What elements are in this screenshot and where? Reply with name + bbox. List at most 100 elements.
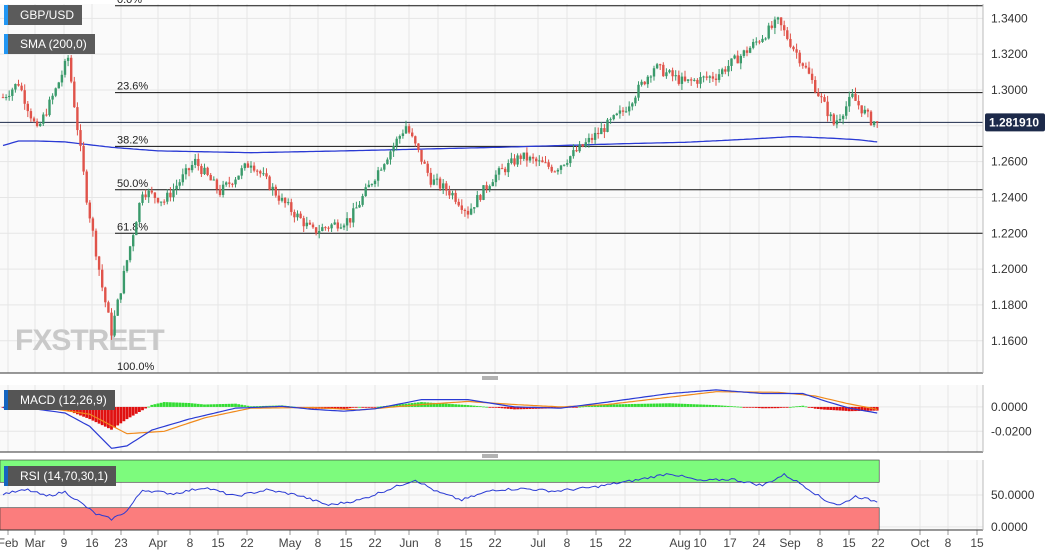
candle-bearish: [860, 105, 863, 114]
candle-bullish: [14, 83, 17, 90]
candle-bullish: [584, 142, 587, 147]
macd-histogram-bar-negative: [751, 406, 755, 408]
macd-histogram-bar-negative: [500, 406, 504, 409]
current-price-value: 1.281910: [989, 115, 1039, 129]
candle-bearish: [88, 202, 91, 219]
candle-bearish: [20, 85, 23, 91]
macd-histogram-bar-positive: [593, 405, 597, 407]
candle-bearish: [513, 158, 516, 165]
macd-histogram-bar-positive: [444, 403, 448, 407]
candle-bearish: [854, 93, 857, 101]
candle-bearish: [35, 121, 39, 126]
candle-bullish: [451, 192, 454, 196]
candle-bullish: [135, 222, 138, 236]
macd-histogram-bar-negative: [863, 406, 867, 411]
x-tick-label: 24: [752, 536, 766, 550]
macd-histogram-bar-positive: [584, 406, 588, 407]
candle-bearish: [736, 55, 739, 64]
macd-histogram-bar-positive: [243, 405, 247, 407]
macd-histogram-bar-positive: [206, 404, 209, 407]
x-tick-label: 15: [459, 536, 473, 550]
candle-bullish: [652, 68, 656, 77]
macd-histogram-bar-negative: [844, 406, 848, 411]
macd-histogram-bar-negative: [497, 406, 501, 408]
candle-bearish: [544, 162, 547, 164]
candle-bearish: [621, 110, 625, 112]
candle-bearish: [876, 121, 879, 123]
candle-bearish: [814, 80, 817, 93]
candle-bearish: [265, 173, 268, 177]
macd-histogram-bar-positive: [578, 406, 581, 408]
x-tick-label: 23: [114, 536, 128, 550]
candle-bearish: [869, 111, 873, 126]
macd-histogram-bar-positive: [733, 406, 736, 408]
macd-histogram-bar-positive: [649, 403, 653, 407]
candle-bullish: [693, 79, 696, 81]
macd-histogram-bar-negative: [506, 406, 510, 409]
macd-histogram-bar-negative: [82, 406, 85, 417]
x-tick-label: May: [279, 536, 302, 550]
candle-bullish: [851, 93, 854, 97]
macd-histogram-bar-positive: [398, 404, 402, 407]
candle-bearish: [662, 64, 665, 77]
candle-bullish: [51, 95, 54, 100]
macd-histogram-bar-negative: [355, 406, 358, 408]
macd-histogram-bar-negative: [342, 406, 346, 409]
candle-bullish: [392, 145, 395, 152]
candle-bullish: [494, 174, 498, 183]
candle-bearish: [804, 65, 808, 68]
candle-bearish: [547, 162, 550, 167]
candle-bearish: [603, 128, 606, 132]
candle-bearish: [104, 287, 107, 303]
candle-bearish: [228, 182, 231, 184]
macd-histogram-bar-positive: [609, 404, 612, 407]
macd-histogram-bar-negative: [779, 406, 783, 408]
macd-histogram-bar-positive: [184, 402, 188, 407]
macd-histogram-bar-negative: [91, 406, 95, 421]
candle-bearish: [407, 126, 411, 133]
candle-bullish: [482, 185, 485, 200]
candle-bullish: [4, 97, 8, 99]
candle-bearish: [485, 185, 488, 190]
candle-bullish: [305, 222, 308, 227]
candle-bearish: [144, 194, 147, 198]
candle-bullish: [764, 38, 767, 40]
candle-bearish: [745, 50, 749, 53]
macd-histogram-bar-negative: [785, 406, 789, 408]
candle-bullish: [401, 133, 405, 137]
macd-histogram-bar-negative: [100, 406, 104, 426]
macd-histogram-bar-positive: [165, 402, 169, 407]
candle-bullish: [593, 132, 597, 140]
macd-histogram-bar-negative: [826, 406, 829, 410]
candle-bullish: [342, 225, 346, 228]
macd-histogram-bar-positive: [469, 405, 473, 407]
macd-histogram-bar-positive: [234, 403, 237, 407]
x-tick-label: 15: [842, 536, 856, 550]
sma-indicator-label: SMA (200,0): [4, 34, 95, 54]
x-tick-label: 17: [723, 536, 737, 550]
macd-histogram-bar-negative: [113, 406, 116, 428]
candle-bearish: [826, 101, 829, 117]
candle-bearish: [252, 165, 256, 171]
watermark-layer: FXSTREET: [15, 324, 165, 357]
macd-histogram-bar-positive: [798, 406, 802, 407]
candle-bearish: [460, 205, 463, 210]
macd-histogram-bar-positive: [379, 406, 383, 408]
macd-histogram-bar-negative: [144, 406, 147, 409]
candle-bullish: [376, 170, 380, 181]
candle-bullish: [125, 260, 129, 271]
candle-bearish: [299, 213, 302, 219]
macd-histogram-bar-positive: [429, 402, 433, 407]
macd-histogram-bar-positive: [683, 403, 687, 407]
candle-bearish: [1, 97, 5, 99]
candle-bullish: [240, 168, 243, 176]
macd-histogram-bar-positive: [677, 403, 681, 407]
candle-bearish: [770, 25, 773, 28]
current-price-badge: [985, 113, 1045, 132]
candle-bullish: [212, 179, 215, 181]
candle-bearish: [500, 168, 504, 170]
macd-histogram-bar-positive: [209, 404, 213, 407]
candle-bearish: [153, 192, 157, 198]
candle-bullish: [528, 156, 532, 161]
candle-bullish: [271, 186, 274, 190]
